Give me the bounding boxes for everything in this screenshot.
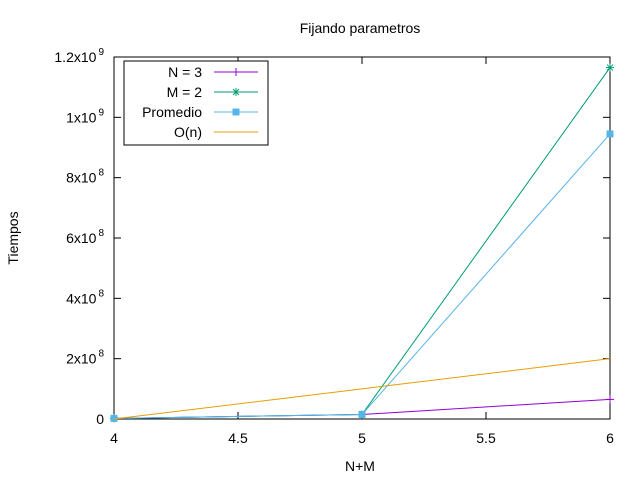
y-tick-mantissa: 1.2x10 bbox=[54, 49, 96, 65]
marker-part bbox=[606, 64, 614, 71]
legend-box bbox=[123, 60, 269, 146]
y-tick-mantissa: 8x10 bbox=[66, 170, 97, 186]
y-tick-mantissa: 6x10 bbox=[66, 230, 97, 246]
x-tick-label: 5 bbox=[358, 430, 366, 446]
y-tick-exponent: 8 bbox=[98, 349, 104, 360]
series-line bbox=[113, 358, 611, 420]
marker-part bbox=[110, 414, 118, 422]
y-tick-label: 2x10 8 bbox=[66, 349, 104, 367]
x-tick-label: 5.5 bbox=[476, 430, 496, 446]
marker-part bbox=[358, 410, 366, 418]
legend-marker bbox=[232, 68, 240, 76]
legend-label: N = 3 bbox=[168, 64, 202, 80]
y-tick-label: 1x10 9 bbox=[66, 107, 104, 125]
y-tick-exponent: 9 bbox=[98, 47, 104, 58]
marker-part bbox=[232, 108, 240, 116]
y-tick-label: 8x10 8 bbox=[66, 168, 104, 186]
y-tick-mantissa: 2x10 bbox=[66, 351, 97, 367]
y-tick-mantissa: 1x10 bbox=[66, 109, 97, 125]
y-tick-label: 6x10 8 bbox=[66, 228, 104, 246]
y-tick-mantissa: 4x10 bbox=[66, 290, 97, 306]
series-line bbox=[113, 133, 611, 419]
marker-part bbox=[232, 88, 240, 96]
y-tick-label: 0 bbox=[96, 411, 104, 427]
chart-title: Fijando parametros bbox=[300, 20, 421, 36]
y-axis-title: Tiempos bbox=[5, 211, 21, 264]
x-tick-label: 6 bbox=[606, 430, 614, 446]
x-tick-label: 4 bbox=[110, 430, 118, 446]
legend-marker bbox=[232, 88, 240, 96]
x-axis-title: N+M bbox=[345, 458, 375, 474]
y-tick-label: 4x10 8 bbox=[66, 288, 104, 306]
data-point bbox=[606, 63, 614, 72]
marker-part bbox=[606, 130, 614, 138]
legend-marker bbox=[232, 108, 240, 116]
legend: N = 3 M = 2 Promedio O(n) bbox=[123, 60, 269, 146]
legend-label: Promedio bbox=[142, 104, 202, 120]
x-tick-label: 4.5 bbox=[228, 430, 248, 446]
data-point bbox=[110, 414, 118, 422]
y-tick-mantissa: 0 bbox=[96, 411, 104, 427]
y-tick-exponent: 8 bbox=[98, 168, 104, 179]
y-tick-exponent: 9 bbox=[98, 107, 104, 118]
y-tick-label: 1.2x10 9 bbox=[54, 47, 104, 65]
data-point bbox=[606, 395, 614, 404]
y-tick-exponent: 8 bbox=[98, 228, 104, 239]
y-tick-exponent: 8 bbox=[98, 288, 104, 299]
data-point bbox=[358, 410, 366, 418]
legend-label: O(n) bbox=[174, 124, 202, 140]
data-point bbox=[606, 130, 614, 138]
legend-label: M = 2 bbox=[167, 84, 203, 100]
